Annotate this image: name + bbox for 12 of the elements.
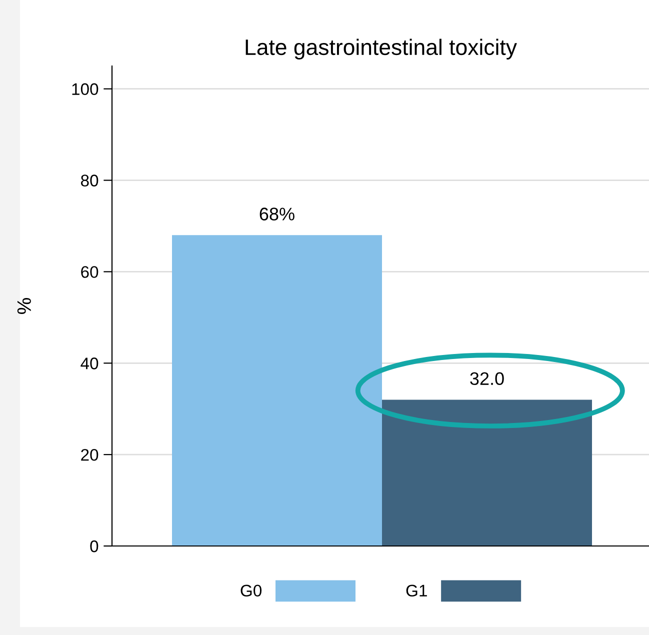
legend-label: G0 [240, 584, 262, 597]
data-label: 68% [260, 208, 294, 220]
y-axis-title: % [17, 298, 31, 314]
legend-label: G1 [406, 584, 427, 597]
y-tick-label: 0 [90, 540, 98, 552]
y-tick-label: 20 [81, 448, 98, 461]
y-tick-label: 60 [81, 266, 98, 278]
y-tick-label: 80 [80, 174, 98, 186]
chart-title: Late gastrointestinal toxicity [246, 38, 517, 60]
data-label: 32.0 [470, 372, 504, 386]
y-tick-label: 100 [72, 83, 98, 96]
y-tick-label: 40 [80, 358, 98, 370]
